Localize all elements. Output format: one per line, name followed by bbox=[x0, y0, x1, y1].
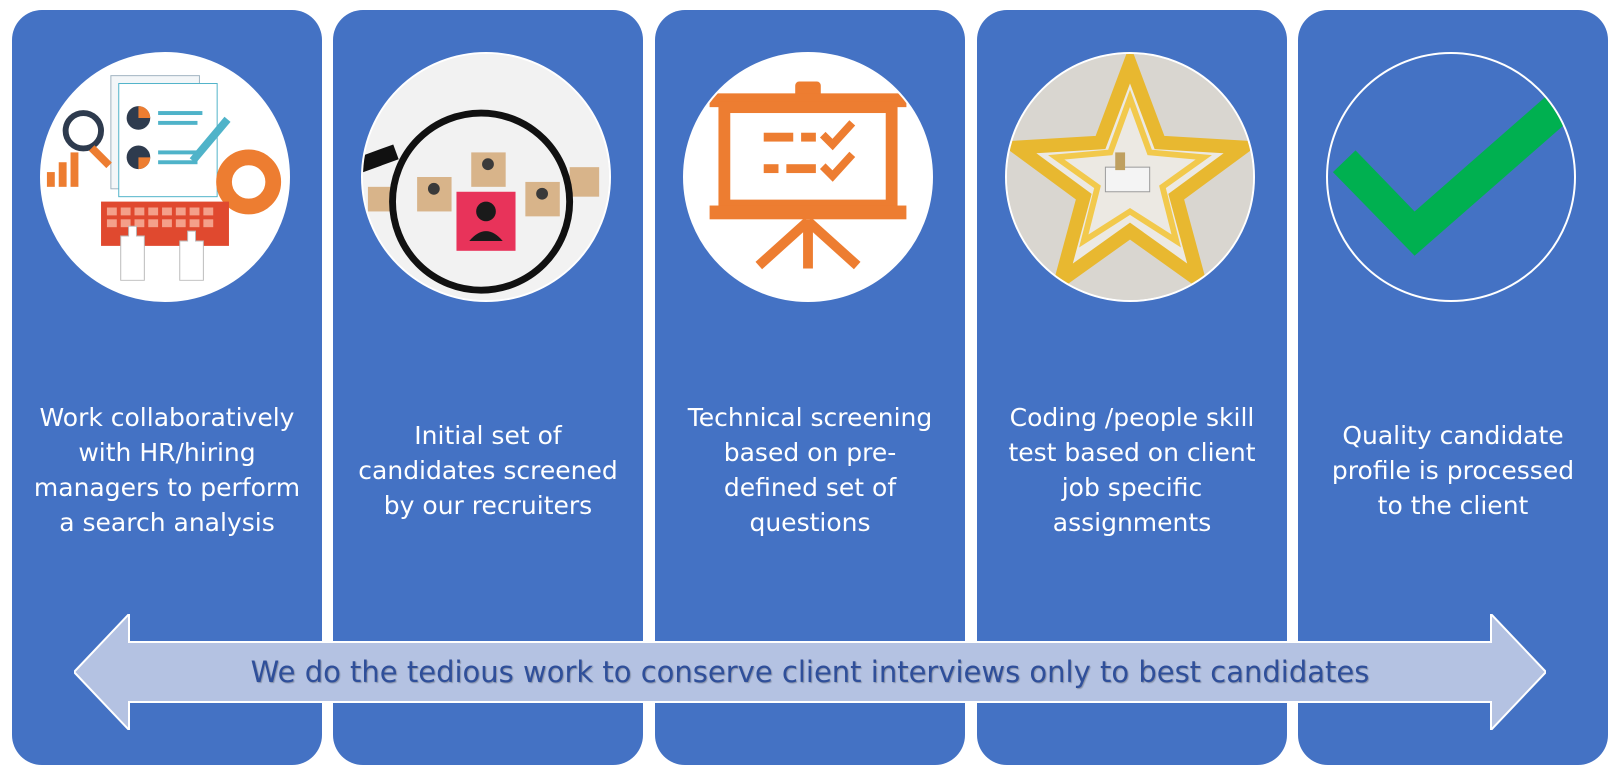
presentation-board-icon bbox=[683, 52, 933, 302]
step-panel-3: Technical screening based on pre- define… bbox=[655, 10, 965, 765]
step-panel-2: Initial set of candidates screened by ou… bbox=[333, 10, 643, 765]
magnifier-icon bbox=[361, 52, 611, 302]
step-3-text: Technical screening based on pre- define… bbox=[687, 403, 933, 537]
checkmark-icon bbox=[1326, 52, 1576, 302]
maze-icon bbox=[1005, 52, 1255, 302]
banner-text: We do the tedious work to conserve clien… bbox=[250, 655, 1370, 689]
step-panel-1: Work collaboratively with HR/hiring mana… bbox=[12, 10, 322, 765]
step-1-text: Work collaboratively with HR/hiring mana… bbox=[33, 403, 301, 537]
step-5-text: Quality candidate profile is processed t… bbox=[1331, 420, 1575, 520]
double-arrow-banner: We do the tedious work to conserve clien… bbox=[74, 614, 1546, 730]
step-panel-4: Coding /people skill test based on clien… bbox=[977, 10, 1287, 765]
step-4-text: Coding /people skill test based on clien… bbox=[1008, 403, 1256, 537]
step-panel-5: Quality candidate profile is processed t… bbox=[1298, 10, 1608, 765]
analysis-icon bbox=[40, 52, 290, 302]
step-2-text: Initial set of candidates screened by ou… bbox=[358, 420, 618, 520]
double-arrow-icon bbox=[74, 614, 1546, 730]
